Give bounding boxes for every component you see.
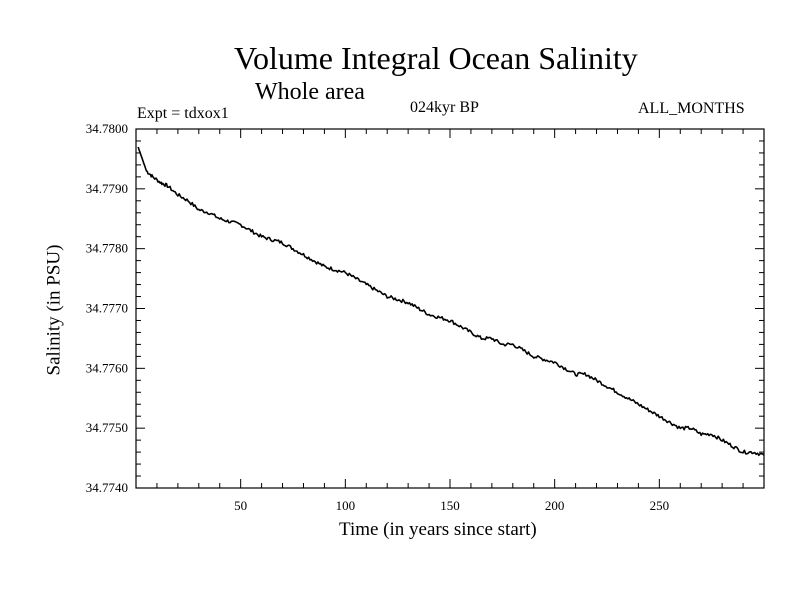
y-tick-label: 34.7740 (86, 480, 128, 495)
period-label: 024kyr BP (410, 99, 479, 116)
tick-labels: 50 100 150 200 250 34.7740 34.7750 34.7760 34.77… (86, 121, 669, 513)
axis-ticks (136, 129, 764, 488)
y-tick-label: 34.7780 (86, 241, 128, 256)
y-tick-label: 34.7800 (86, 121, 128, 136)
series-group (137, 146, 765, 457)
x-tick-label: 100 (336, 498, 356, 513)
x-tick-label: 200 (545, 498, 565, 513)
y-tick-label: 34.7790 (86, 181, 128, 196)
x-axis-label: Time (in years since start) (339, 519, 537, 540)
months-label: ALL_MONTHS (638, 100, 745, 117)
plot-frame (135, 128, 765, 489)
experiment-label: Expt = tdxox1 (137, 105, 229, 122)
y-tick-label: 34.7760 (86, 360, 128, 375)
x-tick-label: 250 (650, 498, 670, 513)
y-tick-label: 34.7770 (86, 301, 128, 316)
chart-subtitle: Whole area (255, 79, 365, 105)
x-tick-label: 50 (234, 498, 247, 513)
y-tick-label: 34.7750 (86, 420, 128, 435)
chart-title: Volume Integral Ocean Salinity (234, 40, 638, 76)
series-line (137, 146, 765, 457)
x-tick-label: 150 (440, 498, 460, 513)
